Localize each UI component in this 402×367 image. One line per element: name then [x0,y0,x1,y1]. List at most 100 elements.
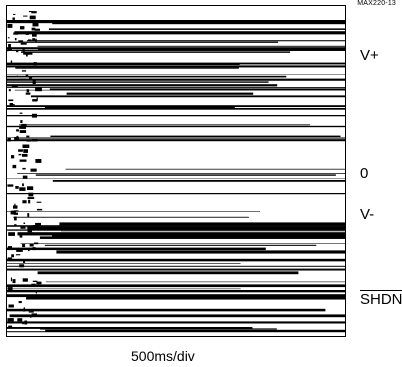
trace-noise [26,135,30,138]
trace-noise [7,257,13,261]
trace-noise [36,97,38,101]
trace-noise [10,277,12,282]
trace-noise [8,99,14,102]
trace-segment [7,139,345,142]
trace-segment [7,105,345,108]
trace-segment [7,247,266,251]
trace-segment [65,168,345,170]
trace-noise [35,222,41,227]
trace-noise [16,75,18,78]
trace-noise [22,278,28,282]
trace-segment [7,115,345,117]
trace-noise [23,52,28,55]
trace-noise [27,197,35,199]
trace-segment [30,95,345,98]
trace-noise [17,318,23,322]
trace-noise [15,254,21,256]
oscilloscope-traces [7,11,345,333]
trace-noise [13,210,19,212]
trace-segment [7,308,326,312]
trace-noise [16,249,23,252]
trace-segment [27,226,345,230]
trace-noise [26,54,28,57]
trace-segment [52,180,345,182]
trace-noise [16,135,19,137]
trace-segment [49,88,345,91]
trace-segment [7,225,345,227]
trace-noise [22,183,24,187]
trace-noise [20,120,23,123]
trace-noise [7,184,14,187]
trace-segment [7,268,345,270]
trace-noise [23,222,26,224]
trace-noise [34,242,39,245]
trace-noise [29,243,34,247]
trace-noise [15,186,19,189]
trace-noise [28,295,34,299]
trace-noise [11,254,14,258]
trace-segment [26,297,345,300]
trace-segment [7,193,345,195]
trace-segment [66,92,254,95]
trace-label-v-minus: V- [360,206,375,223]
trace-noise [17,47,20,50]
trace-segment [7,47,345,50]
trace-segment [7,263,241,264]
trace-noise [22,321,25,325]
trace-noise [13,32,19,35]
trace-noise [36,281,42,285]
trace-noise [22,167,26,170]
trace-noise [23,15,28,17]
trace-segment [7,288,241,290]
trace-noise [20,42,27,45]
trace-noise [28,226,32,230]
trace-noise [32,38,35,41]
trace-label-zero: 0 [360,165,369,182]
trace-segment [7,137,345,138]
trace-noise [12,17,15,20]
trace-segment [20,66,345,67]
trace-noise [14,224,17,226]
trace-segment [48,28,345,30]
trace-segment [14,89,345,91]
trace-segment [13,216,249,218]
trace-noise [32,22,39,27]
trace-noise [10,60,13,63]
trace-noise [32,280,38,282]
trace-segment [7,87,345,88]
trace-segment [7,270,345,271]
trace-noise [16,129,19,132]
trace-noise [31,283,36,285]
trace-segment [52,22,345,25]
trace-noise [36,208,43,211]
trace-noise [31,113,37,118]
trace-segment [7,62,345,65]
trace-noise [28,199,31,204]
trace-noise [21,123,27,127]
trace-segment [7,321,345,324]
trace-segment [7,258,345,262]
trace-noise [12,164,17,169]
trace-segment [7,125,345,128]
trace-segment [7,64,240,66]
trace-segment [7,211,260,212]
trace-segment [37,48,345,51]
trace-noise [30,168,37,172]
trace-noise [36,201,42,203]
trace-noise [28,311,34,313]
trace-noise [19,187,26,191]
trace-noise [24,320,28,325]
trace-segment [17,173,345,174]
trace-noise [23,149,28,153]
trace-noise [23,259,26,263]
trace-noise [35,291,37,294]
trace-noise [27,228,32,233]
trace-segment [44,106,235,109]
trace-noise [28,248,30,252]
trace-noise [28,77,33,79]
trace-noise [7,138,11,142]
trace-noise [31,139,38,142]
trace-noise [7,287,13,291]
trace-noise [31,27,36,31]
trace-noise [32,99,38,102]
